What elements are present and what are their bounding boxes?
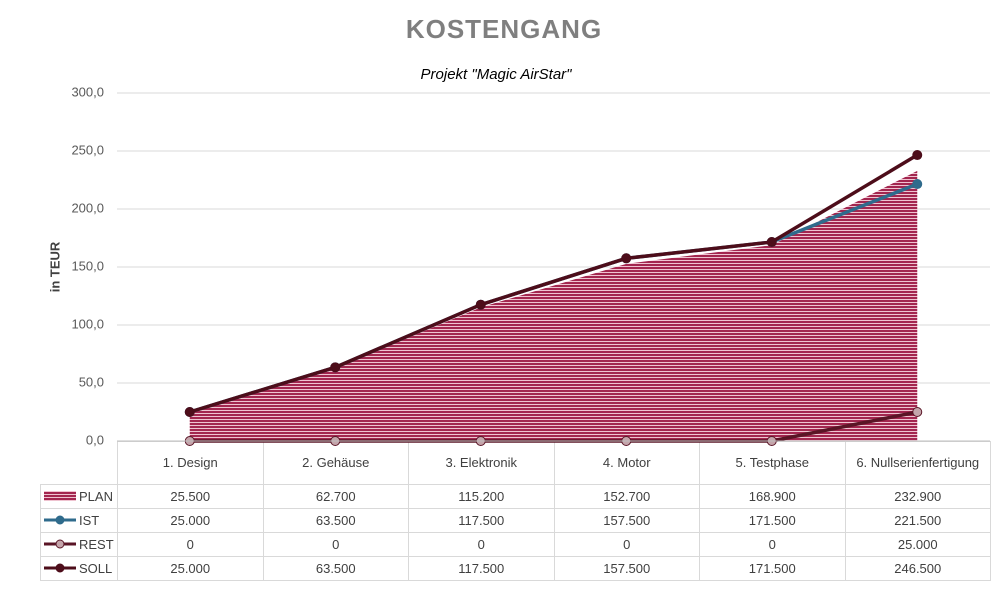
value-cell-text: 157.500 (603, 512, 651, 528)
value-cell-text: 0 (623, 536, 631, 552)
marker (475, 299, 486, 310)
marker (912, 179, 923, 190)
value-cell-text: 168.900 (748, 488, 796, 504)
value-cell-text: 221.500 (894, 512, 942, 528)
value-cell-text: 246.500 (894, 560, 942, 576)
value-cell-text: 171.500 (748, 512, 796, 528)
legend-marker (55, 563, 65, 573)
y-tick-label: 200,0 (71, 200, 104, 215)
marker (330, 362, 341, 373)
legend-cell-text: IST (79, 512, 100, 528)
value-cell-text: 152.700 (603, 488, 651, 504)
value-cell-text: 62.700 (315, 488, 356, 504)
value-cell-text: 25.000 (170, 560, 211, 576)
value-cell-text: 157.500 (603, 560, 651, 576)
area (189, 170, 918, 441)
y-tick-label: 150,0 (71, 258, 104, 273)
category-cell-text: 2. Gehäuse (302, 455, 370, 470)
y-tick-label: 100,0 (71, 316, 104, 331)
category-cell-text: 5. Testphase (735, 455, 809, 470)
value-cell-text: 25.000 (897, 536, 938, 552)
y-axis-label: in TEUR (47, 241, 62, 292)
category-cell-text: 3. Elektronik (445, 455, 518, 470)
marker (621, 253, 632, 264)
legend-cell-text: PLAN (79, 488, 113, 504)
line (189, 153, 919, 414)
y-tick-label: 50,0 (79, 374, 104, 389)
value-cell-text: 25.000 (170, 512, 211, 528)
marker (912, 407, 923, 417)
category-cell-text: 1. Design (162, 455, 218, 470)
value-cell-text: 117.500 (458, 560, 505, 576)
category-cell-text: 6. Nullserienfertigung (856, 455, 980, 470)
value-cell-text: 63.500 (315, 560, 356, 576)
marker (766, 237, 777, 248)
value-cell-text: 0 (186, 536, 194, 552)
legend-cell-text: SOLL (79, 560, 113, 576)
legend-marker (55, 539, 65, 549)
y-tick-label: 250,0 (71, 142, 104, 157)
marker (184, 407, 195, 417)
y-tick-label: 300,0 (71, 84, 104, 99)
value-cell-text: 25.500 (170, 488, 211, 504)
chart-title: KOSTENGANG (406, 14, 602, 44)
value-cell-text: 0 (768, 536, 776, 552)
value-cell-text: 0 (477, 536, 485, 552)
value-cell: 246.500 (844, 556, 991, 581)
marker (912, 150, 923, 161)
legend-marker (55, 515, 65, 525)
value-cell-text: 0 (332, 536, 340, 552)
category-cell-text: 4. Motor (602, 455, 651, 470)
value-cell-text: 63.500 (315, 512, 356, 528)
value-cell-text: 117.500 (458, 512, 505, 528)
legend-swatch (44, 491, 76, 501)
value-cell-text: 115.200 (458, 488, 505, 504)
value-cell-text: 232.900 (894, 488, 942, 504)
value-cell-text: 171.500 (748, 560, 796, 576)
y-tick-label: 0,0 (86, 432, 104, 447)
chart-subtitle: Projekt "Magic AirStar" (421, 66, 573, 83)
legend-cell-text: REST (79, 536, 114, 552)
